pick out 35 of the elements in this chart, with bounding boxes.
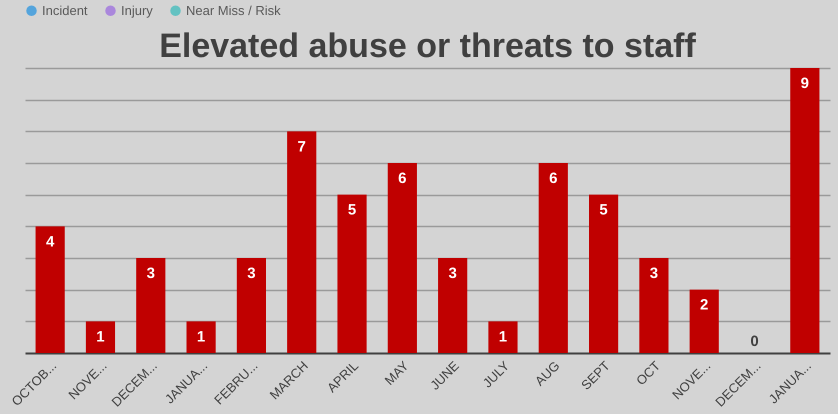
- data-label: 5: [348, 202, 356, 219]
- data-label: 7: [298, 138, 306, 156]
- chart-title: Elevated abuse or threats to staff: [159, 27, 696, 65]
- data-label: 3: [247, 265, 256, 282]
- bar: [86, 321, 116, 353]
- bar: [538, 163, 568, 353]
- data-label: 3: [650, 265, 658, 282]
- bar: [790, 68, 820, 353]
- data-label: 0: [750, 333, 759, 350]
- bar: [186, 321, 216, 353]
- data-label: 6: [398, 170, 407, 187]
- bar: [388, 163, 417, 353]
- data-label: 6: [549, 170, 558, 187]
- bar: [438, 258, 468, 353]
- bar: [639, 258, 668, 353]
- data-label: 1: [196, 328, 206, 346]
- data-label: 4: [46, 233, 55, 250]
- data-label: 9: [800, 75, 810, 92]
- data-label: 2: [700, 296, 708, 314]
- data-label: 3: [146, 265, 155, 282]
- data-label: 1: [96, 328, 105, 346]
- legend-label: Injury: [121, 2, 154, 18]
- legend-label: Incident: [42, 2, 88, 18]
- data-label: 5: [599, 202, 608, 219]
- bar: [488, 321, 518, 353]
- bar: [236, 258, 266, 353]
- bar: [589, 194, 618, 353]
- bar: [36, 226, 65, 353]
- bar: [337, 194, 367, 353]
- bar: [690, 290, 719, 353]
- data-label: 3: [448, 265, 457, 282]
- bar: [136, 258, 166, 353]
- legend-label: Near Miss / Risk: [186, 2, 282, 18]
- bar: [287, 131, 316, 353]
- data-label: 1: [498, 328, 508, 346]
